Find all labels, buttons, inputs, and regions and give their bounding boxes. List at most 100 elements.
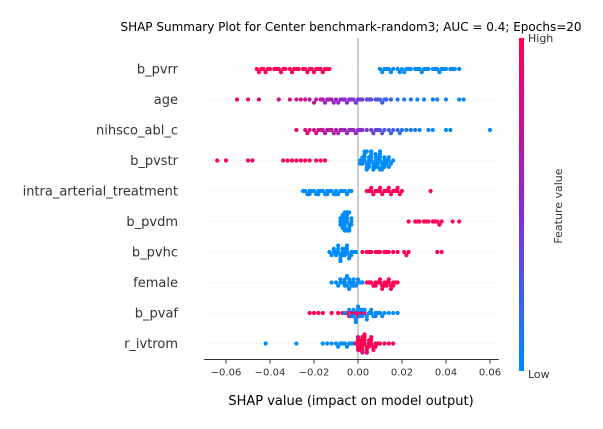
shap-point xyxy=(417,127,422,133)
shap-point xyxy=(386,277,391,282)
shap-point xyxy=(263,341,268,346)
shap-point xyxy=(402,97,407,102)
shap-point xyxy=(380,314,385,319)
shap-point xyxy=(386,127,391,133)
shap-point xyxy=(439,249,444,255)
shap-point xyxy=(287,66,292,72)
shap-point xyxy=(300,188,306,194)
shap-point xyxy=(340,280,345,285)
shap-point xyxy=(443,97,449,102)
shap-point xyxy=(487,127,493,133)
shap-point xyxy=(377,185,383,190)
shap-point xyxy=(322,158,328,163)
shap-point xyxy=(256,97,262,102)
shap-point xyxy=(234,97,240,102)
shap-point xyxy=(375,280,380,285)
shap-point xyxy=(333,97,339,102)
shap-point xyxy=(424,66,429,72)
shap-point xyxy=(327,188,332,194)
shap-point xyxy=(336,100,341,105)
shap-point xyxy=(329,310,334,316)
x-tick-label: −0.04 xyxy=(255,368,286,379)
shap-point xyxy=(388,131,394,136)
shap-point xyxy=(406,219,411,224)
shap-point xyxy=(351,249,356,255)
shap-point xyxy=(386,155,391,160)
shap-point xyxy=(342,277,347,282)
shap-point xyxy=(283,66,288,72)
shap-point xyxy=(342,222,347,227)
shap-point xyxy=(303,158,308,163)
shap-point xyxy=(395,127,400,133)
shap-point xyxy=(349,216,354,221)
shap-point xyxy=(366,280,372,285)
shap-point xyxy=(342,246,347,251)
shap-point xyxy=(364,149,369,154)
shap-point xyxy=(377,341,383,346)
shap-point xyxy=(311,100,317,105)
shap-point xyxy=(349,219,354,224)
feature-label: nihsco_abl_c xyxy=(96,124,178,139)
shap-point xyxy=(366,161,372,166)
shap-point xyxy=(380,192,385,197)
shap-point xyxy=(435,249,440,255)
shap-point xyxy=(382,341,387,346)
shap-point xyxy=(448,127,453,133)
shap-point xyxy=(254,66,259,72)
shap-point xyxy=(371,347,376,352)
shap-point xyxy=(366,188,372,194)
shap-point xyxy=(399,66,405,72)
shap-point xyxy=(278,70,284,75)
shap-point xyxy=(360,161,365,166)
shap-point xyxy=(245,158,251,163)
shap-point xyxy=(366,155,372,160)
shap-point xyxy=(384,66,389,72)
shap-point xyxy=(333,280,339,285)
shap-point xyxy=(349,188,354,194)
shap-point xyxy=(358,307,363,312)
shap-point xyxy=(307,158,312,163)
shap-point xyxy=(366,97,372,102)
shap-point xyxy=(424,219,429,224)
shap-point xyxy=(430,127,435,133)
shap-point xyxy=(327,97,332,102)
shap-point xyxy=(384,280,389,285)
shap-point xyxy=(336,131,341,136)
shap-point xyxy=(329,253,334,258)
shap-point xyxy=(336,310,341,316)
shap-point xyxy=(223,158,229,163)
x-tick-label: −0.02 xyxy=(299,368,330,379)
shap-point xyxy=(349,341,354,346)
shap-point xyxy=(437,70,442,75)
shap-point xyxy=(294,341,299,346)
feature-value-colorbar xyxy=(519,38,524,371)
shap-point xyxy=(349,280,354,285)
shap-point xyxy=(263,70,268,75)
shap-point xyxy=(397,70,402,75)
shap-point xyxy=(362,332,367,337)
shap-point xyxy=(364,127,369,133)
shap-point xyxy=(215,158,220,163)
shap-point xyxy=(369,335,374,340)
shap-point xyxy=(413,127,418,133)
shap-point xyxy=(344,131,350,136)
shap-point xyxy=(366,338,372,343)
shap-point xyxy=(358,127,363,133)
shap-point xyxy=(351,310,356,316)
shap-point xyxy=(340,97,345,102)
shap-point xyxy=(421,97,427,102)
shap-point xyxy=(294,66,299,72)
shap-point xyxy=(331,246,336,251)
shap-point xyxy=(342,283,347,288)
shap-point xyxy=(402,249,407,255)
shap-point xyxy=(309,66,314,72)
shap-point xyxy=(373,152,378,157)
shap-point xyxy=(261,66,266,72)
shap-point xyxy=(342,216,347,221)
shap-point xyxy=(450,219,455,224)
x-tick-label: 0.06 xyxy=(479,368,501,379)
colorbar-low-label: Low xyxy=(528,368,550,381)
shap-point xyxy=(333,192,339,197)
shap-point xyxy=(432,219,438,224)
shap-point xyxy=(351,277,356,282)
